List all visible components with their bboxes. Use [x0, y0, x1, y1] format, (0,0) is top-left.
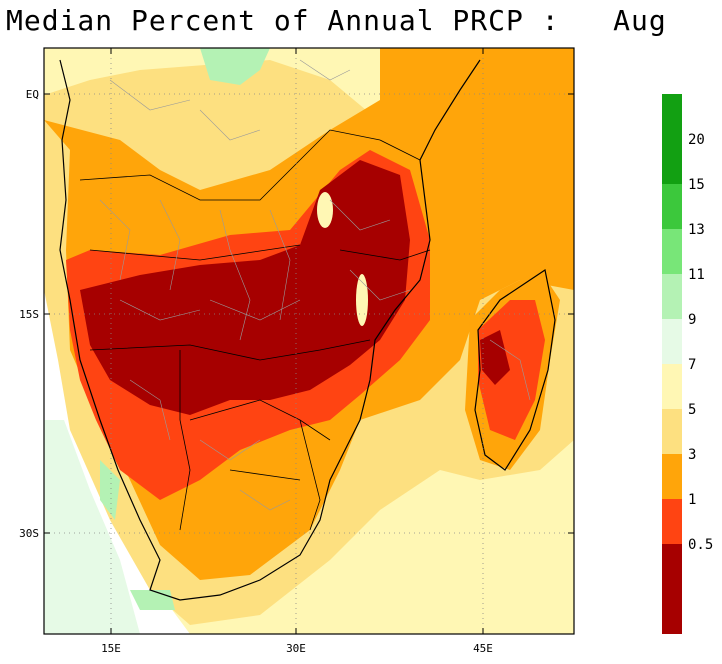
lat-label-eq: EQ	[26, 88, 39, 101]
lon-label-45e: 45E	[473, 642, 493, 655]
lat-label-15s: 15S	[19, 308, 39, 321]
lake-tanganyika	[317, 192, 333, 228]
madagascar-coast	[474, 269, 556, 471]
lon-label-15e: 15E	[101, 642, 121, 655]
colorbar-label-13: 13	[688, 222, 705, 238]
region-green-north	[200, 48, 270, 85]
colorbar: 20 15 13 11 9 7 5 3 1 0.5	[662, 94, 713, 634]
region-white-ocean-sw	[44, 420, 140, 634]
colorbar-swatch-3	[662, 454, 682, 499]
colorbar-swatch-15	[662, 184, 682, 229]
colorbar-label-11: 11	[688, 267, 705, 283]
colorbar-label-20: 20	[688, 132, 705, 148]
map-title: Median Percent of Annual PRCP : Aug	[6, 4, 667, 37]
country-borders	[79, 129, 431, 531]
colorbar-swatch-top	[662, 94, 682, 139]
colorbar-swatch-0_5	[662, 544, 682, 589]
lat-label-30s: 30S	[19, 527, 39, 540]
graticule	[44, 48, 574, 634]
colorbar-label-5: 5	[688, 402, 696, 418]
colorbar-swatch-7	[662, 364, 682, 409]
colorbar-swatch-bottom	[662, 589, 682, 634]
map-field	[44, 48, 574, 634]
region-green-sw	[100, 460, 120, 520]
coastline	[59, 59, 481, 601]
lon-label-30e: 30E	[286, 642, 306, 655]
colorbar-label-7: 7	[688, 357, 696, 373]
colorbar-swatch-1	[662, 499, 682, 544]
colorbar-label-15: 15	[688, 177, 705, 193]
colorbar-label-3: 3	[688, 447, 696, 463]
lake-malawi	[356, 274, 368, 326]
colorbar-swatch-20	[662, 139, 682, 184]
tick-marks	[44, 48, 574, 634]
region-madagascar-dark-red	[480, 330, 510, 385]
colorbar-label-1: 1	[688, 492, 696, 508]
colorbar-swatch-11	[662, 274, 682, 319]
colorbar-label-9: 9	[688, 312, 696, 328]
map-frame	[43, 47, 575, 635]
colorbar-swatch-5	[662, 409, 682, 454]
lake-victoria	[296, 102, 324, 138]
province-borders	[99, 59, 531, 511]
colorbar-swatch-13	[662, 229, 682, 274]
colorbar-label-0_5: 0.5	[688, 537, 713, 553]
colorbar-swatch-9	[662, 319, 682, 364]
